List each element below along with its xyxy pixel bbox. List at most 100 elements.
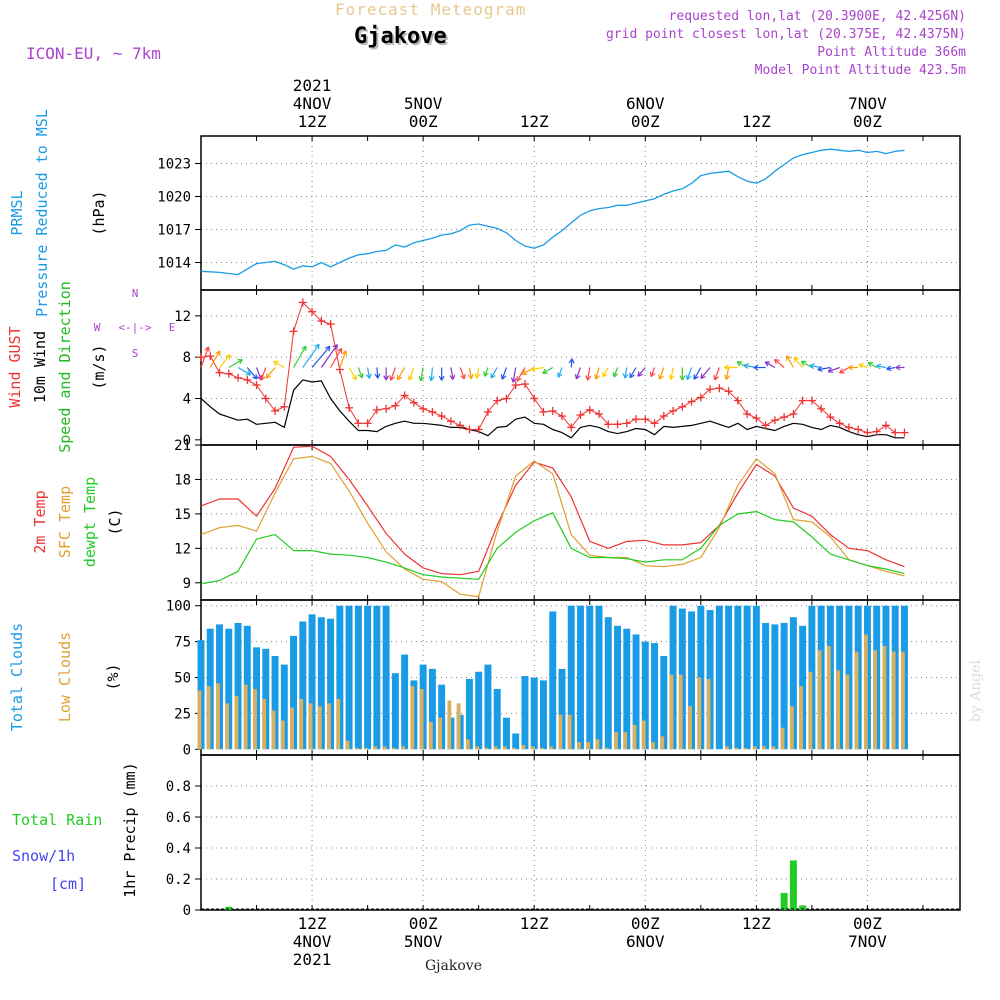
y-tick-label: 8 — [183, 350, 191, 366]
wind-arrow-shaft — [516, 367, 526, 382]
y-tick-label: 75 — [174, 635, 191, 651]
wind-arrow-head — [341, 350, 347, 355]
gust-marker — [678, 402, 687, 411]
wind-arrow — [330, 347, 343, 368]
gust-marker — [891, 428, 900, 437]
total-cloud-bar — [586, 605, 594, 750]
wind-arrow — [637, 367, 646, 377]
low-cloud-bar — [382, 746, 387, 750]
gust-marker — [770, 416, 779, 425]
bottom-location-label: Gjakove — [425, 958, 482, 974]
compass-glyph: <-|-> — [118, 321, 151, 334]
gust-marker — [798, 396, 807, 405]
wind-arrow-head — [817, 369, 823, 372]
gust-marker — [659, 412, 668, 421]
wind-arrow — [557, 367, 563, 378]
wind-arrow-head — [361, 372, 364, 379]
gust-marker — [345, 403, 354, 412]
wind-arrow-shaft — [348, 367, 357, 381]
low-cloud-bar — [438, 717, 443, 750]
wind-arrow-shaft — [658, 367, 665, 380]
total-cloud-bar — [771, 624, 779, 750]
wind-arrow-shaft — [693, 367, 702, 380]
wind-arrow-head — [510, 377, 514, 383]
wind-arrow-head — [886, 365, 891, 370]
low-cloud-bar — [317, 706, 322, 750]
low-cloud-bar — [845, 674, 850, 750]
gust-marker — [743, 410, 752, 418]
panel-2: 0 4 8 12 N S W E <-|-> — [94, 287, 961, 449]
gust-marker — [289, 327, 298, 336]
wind-arrow — [839, 366, 850, 374]
gust-marker — [900, 428, 909, 437]
low-cloud-bar — [419, 688, 424, 750]
wind-arrow-head — [207, 346, 210, 352]
low-cloud-bar — [882, 645, 887, 750]
wind-arrow-head — [637, 373, 643, 377]
wind-arrow-head — [332, 344, 338, 348]
wind-arrow-shaft — [459, 367, 465, 380]
wind-arrow — [542, 366, 554, 374]
wind-arrow-shaft — [468, 367, 473, 379]
wind-arrow — [467, 367, 474, 380]
wind-arrow — [259, 367, 267, 381]
label-10m-wind: 10m Wind — [31, 331, 49, 403]
wind-arrow-shaft — [228, 359, 243, 369]
wind-arrow-shaft — [376, 367, 379, 379]
wind-arrow-head — [594, 374, 597, 380]
low-cloud-bar — [863, 634, 868, 750]
wind-arrow-head — [259, 375, 262, 381]
wind-arrow-head — [724, 374, 728, 380]
gust-marker — [215, 368, 224, 377]
gust-marker — [234, 373, 243, 382]
low-cloud-bar — [216, 683, 220, 750]
wind-arrow-shaft — [246, 367, 258, 380]
gust-marker — [465, 425, 474, 434]
wind-arrow-shaft — [501, 367, 508, 380]
low-cloud-bar — [262, 699, 267, 750]
wind-arrow-head — [800, 361, 805, 366]
label-prmsl: PRMSL — [8, 190, 26, 235]
pressure-line — [200, 148, 905, 276]
low-cloud-bar — [530, 746, 535, 750]
bottom-time-label: 4NOV — [293, 932, 332, 951]
wind-arrow-head — [886, 368, 892, 372]
wind-arrow-head — [679, 375, 683, 381]
bottom-time-label: 00Z — [853, 914, 882, 933]
wind-arrow-head — [470, 373, 474, 380]
wind-arrow-shaft — [886, 366, 896, 370]
gust-marker — [557, 412, 566, 421]
low-cloud-bar — [327, 703, 331, 750]
wind-arrow — [449, 367, 456, 380]
wind-arrow-head — [895, 364, 901, 369]
total-cloud-bar — [391, 673, 399, 750]
gust-marker — [298, 298, 307, 307]
gust-marker — [687, 397, 696, 406]
label-dewpt-temp: dewpt Temp — [81, 477, 99, 567]
wind-arrow — [785, 355, 794, 368]
wind-arrow — [302, 343, 320, 368]
wind-arrow-head — [773, 359, 777, 365]
low-cloud-bar — [410, 686, 415, 750]
low-cloud-bar — [271, 710, 276, 750]
total-cloud-bar — [752, 605, 760, 750]
wind-arrow — [348, 367, 357, 381]
wind-arrow-head — [793, 356, 800, 360]
wind-arrow-shaft — [420, 367, 424, 381]
y-tick-label: 1023 — [157, 157, 191, 173]
wind-arrow-shaft — [557, 367, 563, 378]
grid-point-coords: grid point closest lon,lat (20.375E, 42.… — [605, 27, 966, 42]
total-cloud-bar — [234, 622, 242, 750]
total-cloud-bar — [428, 668, 436, 750]
wind-arrow-shaft — [330, 348, 343, 368]
wind-arrow-head — [637, 371, 640, 377]
low-cloud-bar — [447, 700, 452, 750]
low-cloud-bar — [549, 746, 554, 750]
label-pressure: Pressure Reduced to MSL — [33, 109, 51, 317]
legend-rain: Total Rain — [12, 811, 102, 829]
wind-arrow — [228, 359, 243, 369]
wind-arrow-shaft — [311, 345, 331, 368]
top-time-label: 00Z — [631, 112, 660, 131]
wind-arrow-head — [774, 358, 780, 362]
wind-arrow-head — [723, 366, 729, 371]
